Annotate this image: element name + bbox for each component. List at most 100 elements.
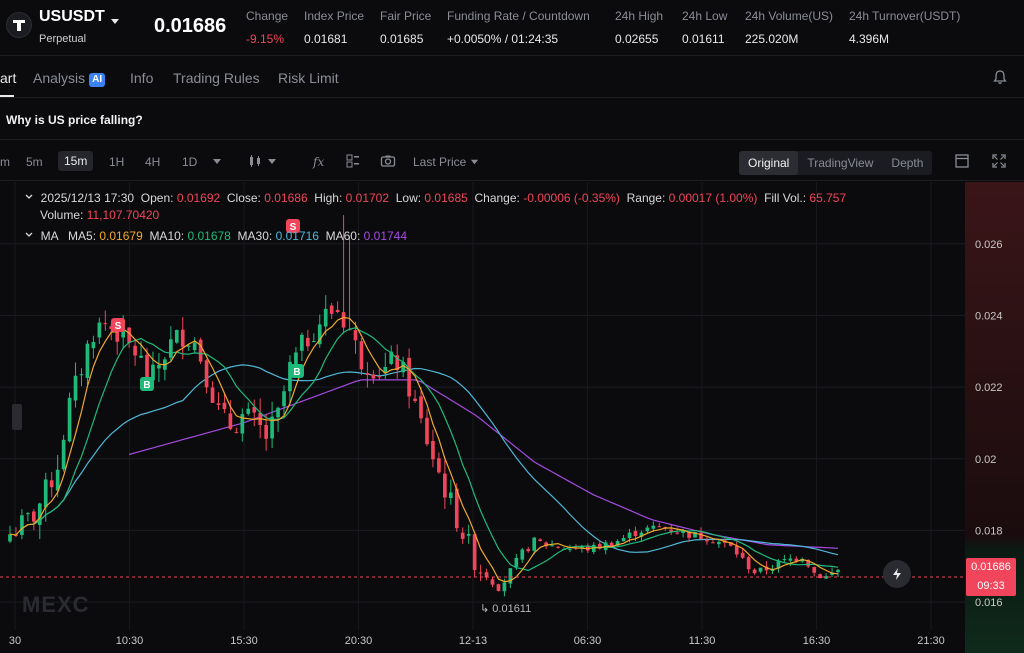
candle-body — [413, 398, 417, 401]
candle-body — [776, 560, 781, 569]
template-icon[interactable] — [345, 153, 361, 169]
indicator-fx-icon[interactable]: fx — [312, 153, 328, 169]
low-value: 0.01685 — [424, 191, 468, 205]
tab-bar: art Analysis AI Info Trading Rules Risk L… — [0, 57, 1024, 98]
price-tick-label: 0.02 — [975, 454, 996, 466]
trade-markers: S S B B — [111, 219, 304, 391]
candle-body — [20, 515, 24, 535]
marker-label: S — [115, 321, 122, 332]
tab-chart[interactable]: art — [0, 70, 17, 86]
candle-body — [139, 355, 143, 358]
chevron-down-icon[interactable] — [24, 230, 34, 240]
last-price: 0.01686 — [154, 15, 227, 37]
chevron-down-icon[interactable] — [264, 153, 280, 169]
tab-analysis[interactable]: Analysis AI — [33, 70, 106, 87]
candle-body — [597, 543, 602, 549]
interval-4h[interactable]: 4H — [145, 155, 161, 169]
candle-body — [371, 374, 376, 379]
change-label: Change: — [474, 191, 520, 205]
quick-trade-button[interactable] — [883, 560, 911, 588]
candle-body — [532, 537, 537, 551]
open-value: 0.01692 — [176, 191, 221, 205]
sidebar-collapse-handle[interactable] — [12, 404, 22, 430]
ma10-line — [21, 327, 839, 572]
ai-badge: AI — [89, 73, 106, 87]
ma30-label: MA30: — [237, 229, 273, 243]
stat-value: -9.15% — [246, 32, 285, 46]
stat-value: +0.0050% / 01:24:35 — [447, 32, 559, 46]
volume-value: 11,107.70420 — [86, 208, 160, 222]
stat-index-price: Index Price 0.01681 — [304, 9, 364, 46]
candle-body — [580, 546, 584, 549]
bell-icon[interactable] — [992, 69, 1008, 85]
fullscreen-icon[interactable] — [991, 153, 1007, 169]
buy-marker[interactable] — [290, 364, 304, 378]
layout-icon[interactable] — [954, 153, 970, 169]
range-value: 0.00017 (1.00%) — [668, 191, 758, 205]
candle-body — [627, 532, 632, 539]
interval-1h[interactable]: 1H — [109, 155, 125, 169]
symbol-name[interactable]: USUSDT — [39, 8, 105, 25]
time-axis: 30 10:30 15:30 20:30 12-13 06:30 11:30 16:30 21:… — [9, 635, 945, 647]
tab-info[interactable]: Info — [130, 70, 154, 86]
candle-body — [568, 549, 572, 551]
candle-body — [431, 440, 435, 460]
ma5-value: 0.01679 — [99, 229, 143, 243]
view-tradingview[interactable]: TradingView — [807, 156, 874, 170]
candle-body — [276, 407, 280, 418]
time-tick-label: 16:30 — [803, 635, 831, 647]
chevron-down-icon[interactable] — [24, 192, 34, 202]
current-price-tag: 0.01686 09:33 — [966, 558, 1016, 596]
stat-24h-high: 24h High 0.02655 — [615, 9, 663, 46]
candle-body — [55, 469, 60, 491]
tab-trading-rules[interactable]: Trading Rules — [173, 70, 260, 86]
interval-5m[interactable]: 5m — [26, 155, 43, 169]
ohlc-info: 2025/12/13 17:30 Open: 0.01692 Close: 0.… — [24, 191, 846, 205]
price-tick-label: 0.024 — [975, 310, 1003, 322]
lightning-icon — [893, 568, 901, 580]
candle-body — [174, 330, 179, 343]
ma5-line — [9, 316, 839, 583]
candle-type-icon[interactable] — [247, 153, 263, 169]
stat-24h-volume: 24h Volume(US) 225.020M — [745, 9, 833, 46]
view-depth[interactable]: Depth — [891, 156, 924, 170]
candle-body — [490, 579, 495, 585]
marker-label: S — [290, 222, 297, 233]
news-headline[interactable]: Why is US price falling? — [6, 113, 143, 127]
candle-body — [621, 537, 626, 542]
high-label: High: — [314, 191, 343, 205]
candle-body — [31, 511, 36, 522]
candle-body — [377, 376, 382, 378]
price-chart[interactable]: 0.026 0.024 0.022 0.02 0.018 0.016 30 10:30 15:… — [0, 182, 1024, 653]
token-logo — [6, 12, 32, 38]
tab-risk-limit[interactable]: Risk Limit — [278, 70, 339, 86]
candle-body — [657, 526, 662, 528]
candle-body — [270, 416, 274, 439]
news-bar[interactable]: Why is US price falling? — [0, 98, 1024, 140]
interval-1m[interactable]: m — [0, 155, 10, 169]
price-type-select[interactable]: Last Price — [413, 155, 479, 169]
ticker-bar: USUSDT Perpetual 0.01686 Change -9.15% I… — [0, 0, 1024, 56]
chevron-down-icon[interactable] — [209, 153, 225, 169]
low-marker-value: 0.01611 — [492, 603, 532, 615]
candle-body — [651, 525, 656, 529]
stat-value: 0.01611 — [682, 32, 725, 46]
time-tick-label: 20:30 — [345, 635, 373, 647]
candle-body — [520, 549, 525, 560]
sell-marker[interactable] — [111, 318, 125, 332]
time-tick-label: 11:30 — [689, 635, 716, 647]
chevron-down-icon[interactable] — [108, 14, 122, 28]
candle-body — [407, 357, 411, 397]
camera-icon[interactable] — [380, 153, 396, 169]
candle-body — [639, 532, 644, 537]
chart-canvas[interactable]: 0.026 0.024 0.022 0.02 0.018 0.016 30 10:30 15:… — [0, 182, 1024, 653]
buy-marker[interactable] — [140, 377, 154, 391]
stat-change: Change -9.15% — [246, 9, 288, 46]
interval-1d[interactable]: 1D — [182, 155, 198, 169]
view-original[interactable]: Original — [739, 151, 799, 175]
sell-marker[interactable] — [286, 219, 300, 233]
candle-body — [294, 352, 298, 367]
candle-body — [365, 373, 370, 375]
interval-15m[interactable]: 15m — [58, 151, 94, 171]
stat-label: 24h Turnover(USDT) — [849, 9, 961, 23]
